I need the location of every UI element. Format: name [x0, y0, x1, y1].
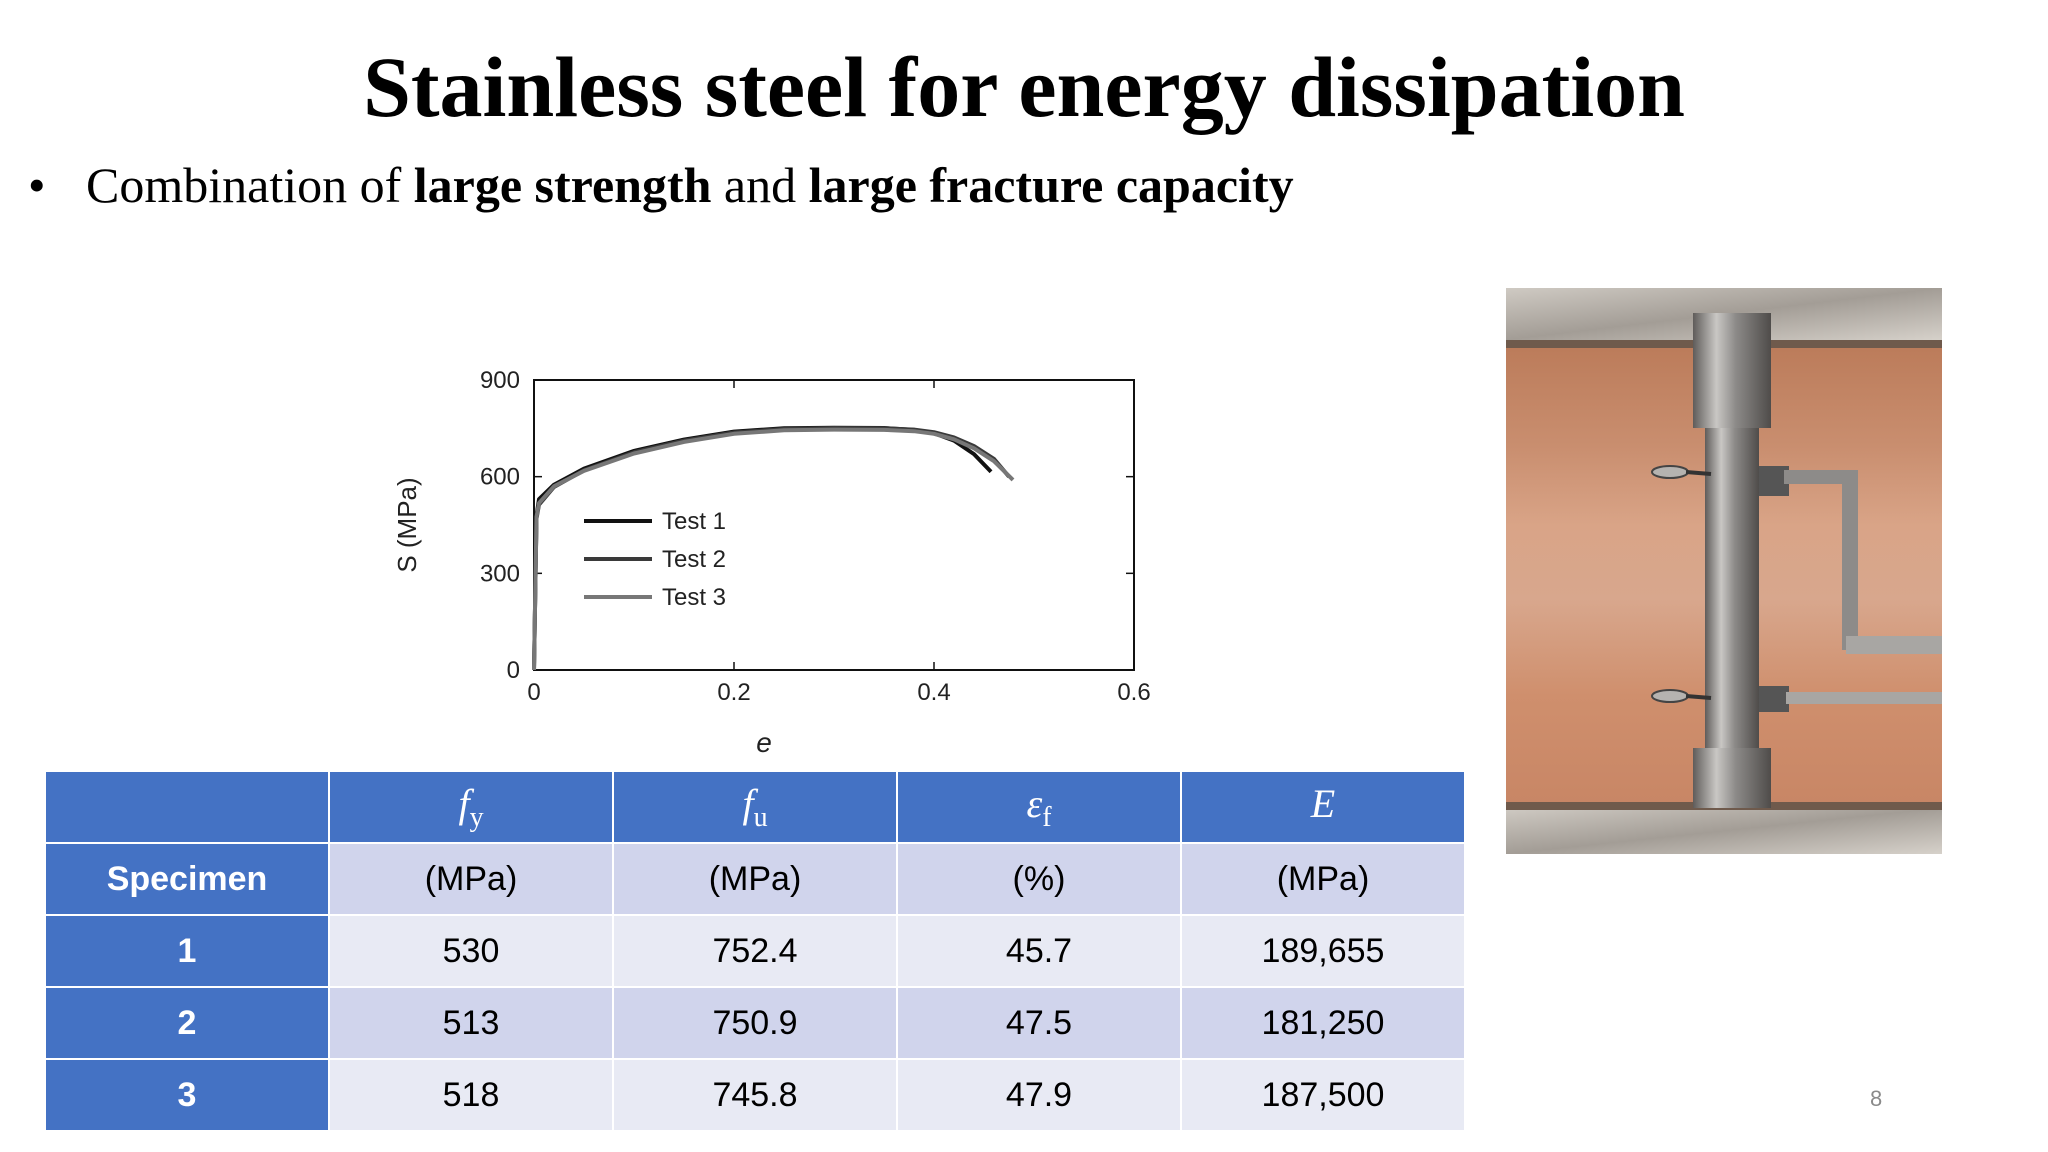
slide-title: Stainless steel for energy dissipation	[363, 39, 1685, 135]
lower-rod-shoulder	[1693, 748, 1771, 808]
upper-clip-arm	[1685, 470, 1712, 476]
extensometer-arm	[1846, 636, 1942, 654]
y-tick-label: 0	[507, 657, 520, 684]
specimen-label: 2	[46, 988, 328, 1058]
bullet-text-2: and	[711, 157, 809, 213]
unit-cell: (%)	[898, 844, 1180, 914]
specimen-header-cell: Specimen	[46, 844, 328, 914]
specimen-label: 3	[46, 1060, 328, 1130]
unit-cell: (MPa)	[1182, 844, 1464, 914]
stress-strain-chart: 0 0.2 0.4 0.6 0 300 600 900 e S (MPa) Test 1 Test 2…	[392, 367, 1151, 758]
table-cell: 187,500	[1182, 1060, 1464, 1130]
table-cell: 518	[330, 1060, 612, 1130]
unit-cell: (MPa)	[330, 844, 612, 914]
symbol-epsilon-f: εf	[1026, 781, 1052, 833]
x-tick-label: 0.4	[917, 679, 950, 706]
table-cell: 47.9	[898, 1060, 1180, 1130]
header-fy: fy	[330, 772, 612, 842]
table-cell: 47.5	[898, 988, 1180, 1058]
symbol-fy: fy	[458, 781, 484, 833]
specimen-label: 1	[46, 916, 328, 986]
page-number: 8	[1870, 1086, 1883, 1111]
bullet-symbol: •	[28, 157, 46, 213]
plot-frame	[533, 379, 1135, 671]
y-axis-label: S (MPa)	[392, 477, 422, 572]
legend-label: Test 3	[662, 584, 726, 611]
y-tick-label: 900	[480, 367, 520, 394]
table-cell: 745.8	[614, 1060, 896, 1130]
extensometer-vertical-bar	[1842, 470, 1858, 650]
bullet-text-1: Combination of	[86, 157, 414, 213]
table-cell: 530	[330, 916, 612, 986]
extensometer-lower-clamp	[1759, 686, 1789, 712]
x-tick-label: 0.6	[1117, 679, 1150, 706]
table-cell: 45.7	[898, 916, 1180, 986]
extensometer-upper-bar	[1784, 470, 1856, 484]
header-e: E	[1182, 772, 1464, 842]
unit-cell: (MPa)	[614, 844, 896, 914]
series-line-test-3	[532, 427, 1015, 671]
upper-rod-shoulder	[1693, 313, 1771, 428]
table-cell: 181,250	[1182, 988, 1464, 1058]
x-tick-label: 0.2	[717, 679, 750, 706]
lower-clip-ring	[1651, 689, 1689, 703]
legend-label: Test 1	[662, 508, 726, 535]
symbol-e: E	[1310, 781, 1336, 826]
specimen-test-photo	[1506, 288, 1942, 854]
header-epsilon-f: εf	[898, 772, 1180, 842]
table-row: 3 518 745.8 47.9 187,500	[46, 1060, 1464, 1130]
legend-label: Test 2	[662, 546, 726, 573]
table-units-row: Specimen (MPa) (MPa) (%) (MPa)	[46, 844, 1464, 914]
specimen-photo-drawing	[1506, 288, 1942, 854]
bullet-bold-2: large fracture capacity	[808, 157, 1294, 213]
header-fu: fu	[614, 772, 896, 842]
table-corner-cell	[46, 772, 328, 842]
material-properties-table: fy fu εf E Specimen (MPa) (MPa) (%) (MPa…	[44, 770, 1466, 1132]
table-cell: 513	[330, 988, 612, 1058]
symbol-fu: fu	[742, 781, 768, 833]
table-cell: 752.4	[614, 916, 896, 986]
lower-clip-arm	[1685, 694, 1712, 700]
bullet-point: • Combination of large strength and large…	[28, 150, 1294, 220]
y-tick-label: 600	[480, 464, 520, 491]
x-tick-label: 0	[527, 679, 540, 706]
y-tick-label: 300	[480, 560, 520, 587]
extensometer-lower-bar	[1786, 692, 1942, 704]
x-axis-label: e	[756, 727, 772, 758]
specimen-rod	[1705, 428, 1759, 748]
lower-grip-plate	[1506, 808, 1942, 854]
table-cell: 189,655	[1182, 916, 1464, 986]
table-cell: 750.9	[614, 988, 896, 1058]
bullet-bold-1: large strength	[413, 157, 712, 213]
table-row: 1 530 752.4 45.7 189,655	[46, 916, 1464, 986]
table-row: 2 513 750.9 47.5 181,250	[46, 988, 1464, 1058]
table-header-row: fy fu εf E	[46, 772, 1464, 842]
upper-clip-ring	[1651, 465, 1689, 479]
